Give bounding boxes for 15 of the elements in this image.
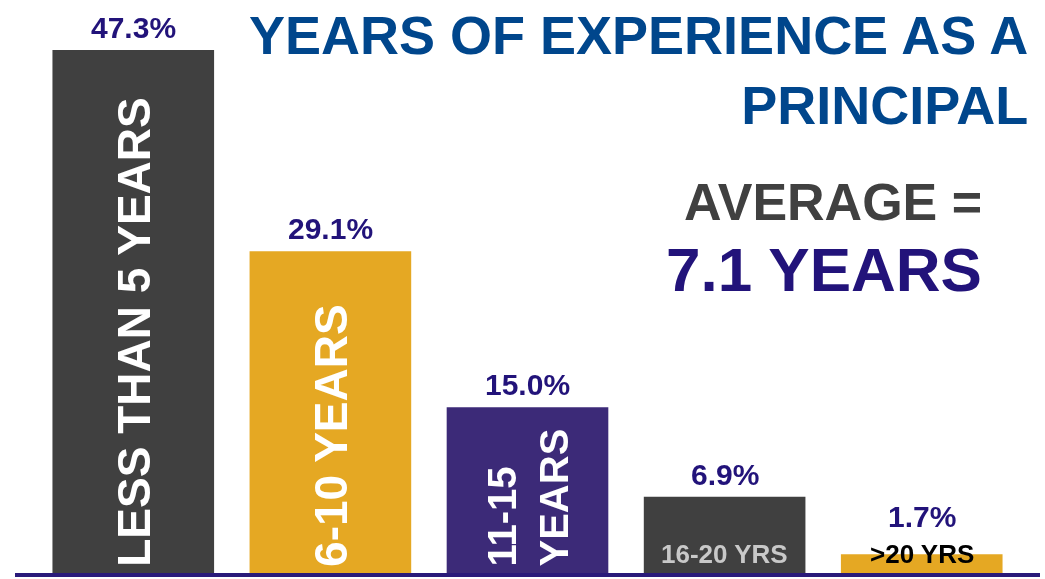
x-tick-label: LESS THAN 5 YEARS: [107, 97, 160, 567]
data-label: 29.1%: [288, 212, 374, 245]
chart-title: YEARS OF EXPERIENCE AS A PRINCIPAL: [249, 5, 1029, 136]
data-label: 47.3%: [91, 11, 177, 44]
bar: [52, 50, 215, 573]
bar: [249, 251, 412, 573]
bar: [643, 496, 806, 573]
data-label: 15.0%: [485, 368, 571, 401]
annotation: 7.1 YEARS: [666, 235, 982, 304]
data-label: 6.9%: [691, 458, 760, 491]
data-label: 1.7%: [888, 500, 957, 533]
x-tick-label: 11-15 YEARS: [479, 428, 576, 567]
annotation: AVERAGE =: [684, 173, 983, 231]
x-tick-label: 16-20 YRS: [661, 539, 788, 569]
x-tick-label: 6-10 YEARS: [304, 304, 357, 567]
